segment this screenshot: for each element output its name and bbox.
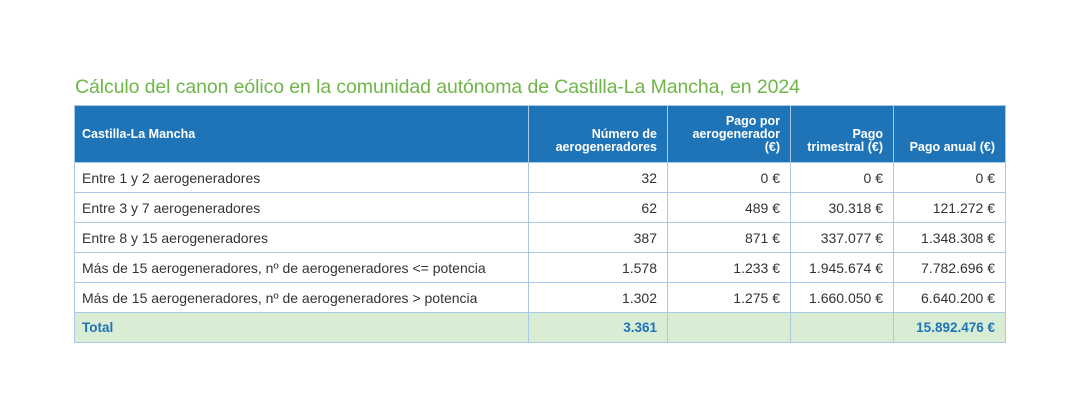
total-pago-por-aerogenerador (667, 312, 791, 343)
total-label: Total (74, 312, 529, 343)
total-row: Total 3.361 15.892.476 € (74, 312, 1006, 343)
cell-pago-trimestral: 30.318 € (790, 192, 894, 223)
table-row: Entre 8 y 15 aerogeneradores 387 871 € 3… (74, 222, 1006, 253)
cell-num-aerogeneradores: 1.578 (528, 252, 668, 283)
row-label: Entre 8 y 15 aerogeneradores (74, 222, 529, 253)
cell-pago-por-aerogenerador: 0 € (667, 162, 791, 193)
cell-pago-anual: 7.782.696 € (893, 252, 1006, 283)
cell-num-aerogeneradores: 62 (528, 192, 668, 223)
cell-num-aerogeneradores: 1.302 (528, 282, 668, 313)
total-num-aerogeneradores: 3.361 (528, 312, 668, 343)
row-label: Más de 15 aerogeneradores, nº de aerogen… (74, 252, 529, 283)
table-row: Más de 15 aerogeneradores, nº de aerogen… (74, 252, 1006, 283)
header-pago-anual: Pago anual (€) (893, 105, 1006, 163)
header-pago-trimestral: Pago trimestral (€) (790, 105, 894, 163)
canon-table: Castilla-La Mancha Número de aerogenerad… (74, 105, 1006, 343)
cell-pago-anual: 121.272 € (893, 192, 1006, 223)
table-title: Cálculo del canon eólico en la comunidad… (75, 76, 800, 98)
cell-pago-anual: 0 € (893, 162, 1006, 193)
cell-pago-anual: 1.348.308 € (893, 222, 1006, 253)
cell-pago-por-aerogenerador: 1.275 € (667, 282, 791, 313)
cell-num-aerogeneradores: 32 (528, 162, 668, 193)
table-row: Entre 1 y 2 aerogeneradores 32 0 € 0 € 0… (74, 162, 1006, 193)
cell-pago-por-aerogenerador: 1.233 € (667, 252, 791, 283)
cell-pago-trimestral: 337.077 € (790, 222, 894, 253)
cell-pago-por-aerogenerador: 489 € (667, 192, 791, 223)
total-pago-anual: 15.892.476 € (893, 312, 1006, 343)
cell-pago-trimestral: 1.660.050 € (790, 282, 894, 313)
row-label: Entre 3 y 7 aerogeneradores (74, 192, 529, 223)
total-pago-trimestral (790, 312, 894, 343)
cell-pago-trimestral: 1.945.674 € (790, 252, 894, 283)
cell-pago-por-aerogenerador: 871 € (667, 222, 791, 253)
header-num-aerogeneradores: Número de aerogeneradores (528, 105, 668, 163)
header-row: Castilla-La Mancha Número de aerogenerad… (74, 105, 1006, 163)
cell-pago-trimestral: 0 € (790, 162, 894, 193)
header-pago-por-aerogenerador: Pago por aerogenerador (€) (667, 105, 791, 163)
cell-pago-anual: 6.640.200 € (893, 282, 1006, 313)
row-label: Entre 1 y 2 aerogeneradores (74, 162, 529, 193)
table-row: Entre 3 y 7 aerogeneradores 62 489 € 30.… (74, 192, 1006, 223)
table-row: Más de 15 aerogeneradores, nº de aerogen… (74, 282, 1006, 313)
row-label: Más de 15 aerogeneradores, nº de aerogen… (74, 282, 529, 313)
header-region: Castilla-La Mancha (74, 105, 529, 163)
cell-num-aerogeneradores: 387 (528, 222, 668, 253)
